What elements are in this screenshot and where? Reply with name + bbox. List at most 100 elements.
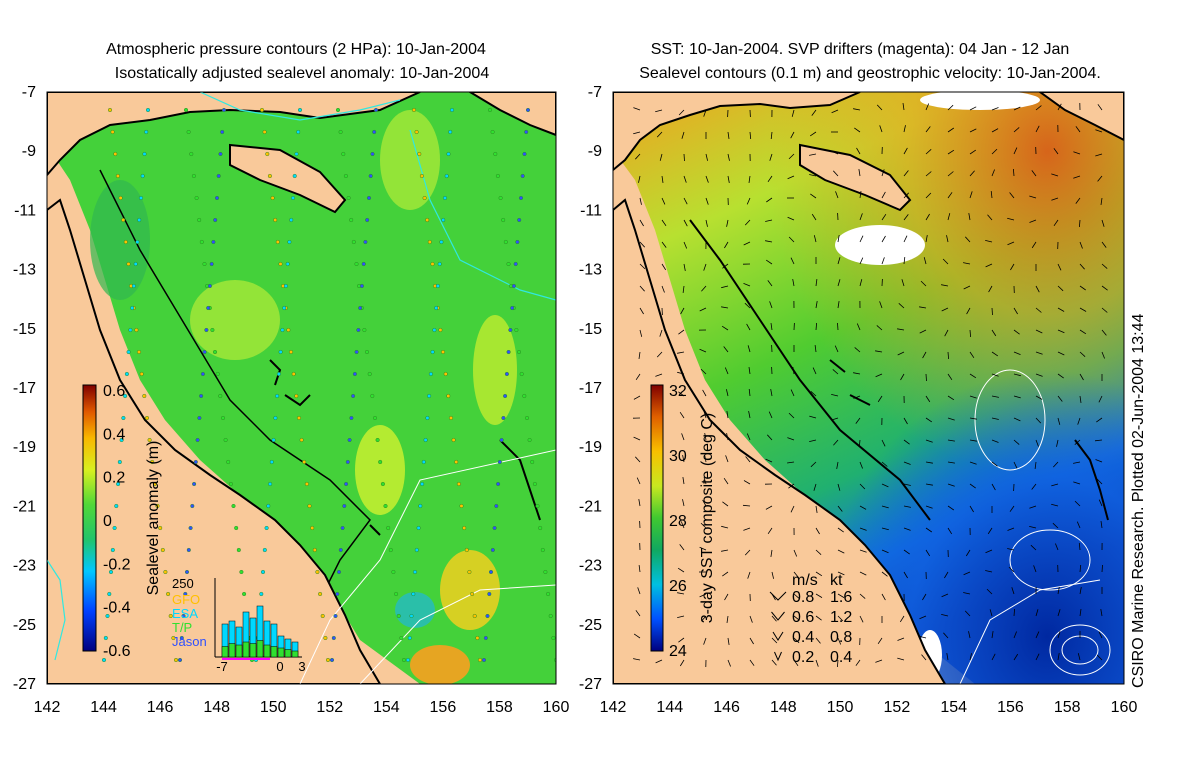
velocity-arrow bbox=[677, 615, 685, 618]
velocity-arrow bbox=[947, 351, 949, 360]
velocity-arrow bbox=[1079, 241, 1083, 249]
velocity-arrow bbox=[793, 549, 798, 557]
track-point bbox=[425, 415, 430, 421]
velocity-arrow bbox=[969, 483, 976, 489]
track-point bbox=[510, 305, 515, 311]
lat-tick-right: -21 bbox=[579, 498, 602, 515]
velocity-arrow bbox=[991, 483, 996, 491]
track-point bbox=[121, 217, 126, 223]
lat-tick-right: -27 bbox=[579, 676, 602, 693]
velocity-arrow bbox=[1053, 461, 1059, 468]
track-point bbox=[318, 591, 323, 597]
velocity-arrow bbox=[1013, 168, 1015, 177]
track-point bbox=[428, 371, 433, 377]
track-point bbox=[278, 349, 283, 355]
velocity-arrow bbox=[1057, 609, 1061, 617]
track-point bbox=[191, 173, 196, 179]
track-point bbox=[292, 173, 297, 179]
velocity-arrow bbox=[1008, 566, 1015, 573]
velocity-arrow bbox=[856, 323, 861, 331]
track-point bbox=[525, 107, 531, 113]
track-point bbox=[310, 525, 315, 531]
velocity-arrow bbox=[969, 373, 977, 379]
australia-coastline bbox=[613, 198, 947, 684]
colorbar-tick: 24 bbox=[669, 643, 687, 660]
velocity-arrow bbox=[925, 103, 930, 111]
track-point bbox=[501, 217, 506, 223]
track-point bbox=[490, 129, 495, 135]
velocity-arrow bbox=[1010, 263, 1015, 271]
velocity-arrow bbox=[1095, 129, 1103, 133]
track-point bbox=[142, 393, 147, 399]
track-point bbox=[335, 591, 340, 597]
velocity-arrow bbox=[1035, 653, 1040, 661]
velocity-arrow bbox=[1057, 373, 1064, 379]
velocity-arrow bbox=[791, 109, 795, 117]
reef bbox=[284, 394, 311, 407]
velocity-arrow bbox=[903, 527, 911, 531]
lon-tick-left: 152 bbox=[316, 699, 343, 716]
track-point bbox=[199, 239, 204, 245]
velocity-arrow bbox=[721, 285, 729, 289]
velocity-arrow bbox=[925, 527, 933, 533]
velocity-arrow bbox=[965, 549, 971, 557]
velocity-arrow bbox=[903, 257, 906, 265]
velocity-arrow bbox=[683, 241, 688, 249]
track-point bbox=[513, 261, 518, 267]
track-point bbox=[221, 107, 227, 113]
velocity-arrow bbox=[1079, 351, 1086, 357]
track-point bbox=[168, 613, 173, 619]
velocity-arrow bbox=[1035, 395, 1043, 400]
velocity-arrow bbox=[793, 637, 800, 644]
velocity-arrow bbox=[1034, 461, 1037, 469]
velocity-arrow bbox=[659, 153, 663, 161]
track-point bbox=[412, 569, 418, 575]
velocity-arrow bbox=[925, 461, 933, 464]
track-point bbox=[144, 129, 149, 135]
velocity-arrow bbox=[925, 373, 927, 382]
track-point bbox=[538, 525, 543, 531]
track-point bbox=[366, 195, 372, 201]
velocity-arrow bbox=[788, 153, 795, 160]
track-point bbox=[386, 525, 391, 531]
velocity-arrow bbox=[679, 544, 685, 551]
velocity-arrow bbox=[903, 417, 908, 425]
velocity-arrow bbox=[655, 659, 663, 664]
reef bbox=[499, 439, 541, 521]
inset-bar bbox=[228, 643, 236, 658]
velocity-arrow bbox=[1073, 481, 1081, 485]
velocity-arrow bbox=[925, 417, 933, 423]
track-point bbox=[493, 151, 498, 157]
velocity-arrow bbox=[721, 525, 729, 529]
velocity-arrow bbox=[991, 461, 998, 467]
velocity-arrow bbox=[747, 345, 751, 353]
velocity-arrow bbox=[637, 587, 641, 595]
track-point bbox=[200, 371, 205, 377]
velocity-arrow bbox=[1077, 653, 1081, 661]
velocity-arrow bbox=[964, 610, 971, 617]
velocity-arrow bbox=[683, 153, 685, 162]
velocity-arrow bbox=[991, 373, 999, 377]
velocity-arrow bbox=[837, 615, 844, 622]
velocity-arrow bbox=[832, 369, 839, 375]
velocity-arrow bbox=[766, 197, 773, 203]
velocity-arrow bbox=[881, 593, 886, 601]
track-point bbox=[427, 239, 432, 245]
velocity-arrow bbox=[661, 197, 666, 205]
track-point bbox=[287, 239, 292, 245]
track-point bbox=[421, 459, 426, 465]
velocity-arrow bbox=[969, 417, 977, 420]
velocity-arrow bbox=[724, 593, 729, 601]
track-point bbox=[511, 283, 516, 289]
velocity-ms: 0.6 bbox=[792, 609, 814, 626]
track-point bbox=[367, 371, 372, 377]
velocity-arrow bbox=[921, 654, 927, 661]
velocity-arrow bbox=[1035, 307, 1042, 313]
velocity-arrow bbox=[639, 329, 643, 337]
velocity-arrow bbox=[942, 258, 949, 265]
velocity-arrow bbox=[679, 659, 685, 667]
right-map-area bbox=[613, 92, 1124, 684]
velocity-arrow bbox=[881, 169, 885, 177]
track-point bbox=[492, 525, 497, 531]
